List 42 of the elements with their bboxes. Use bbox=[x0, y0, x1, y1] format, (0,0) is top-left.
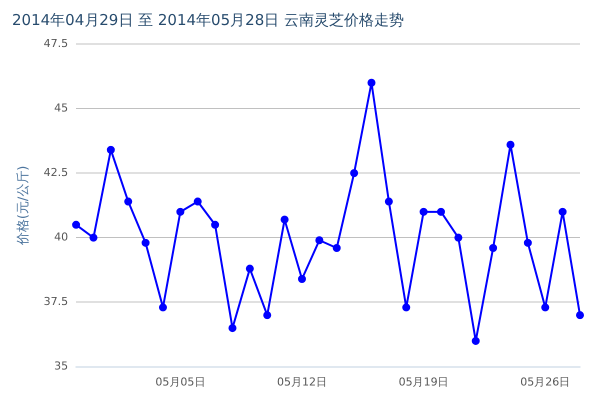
point bbox=[524, 238, 532, 247]
point bbox=[506, 140, 514, 149]
point bbox=[158, 303, 167, 312]
y-tick-label: 45 bbox=[54, 101, 68, 114]
point bbox=[246, 264, 254, 273]
point bbox=[72, 220, 80, 229]
chart-title: 2014年04月29日 至 2014年05月28日 云南灵芝价格走势 bbox=[12, 10, 404, 29]
point bbox=[472, 336, 480, 345]
y-tick-label: 35 bbox=[54, 360, 68, 373]
point bbox=[263, 311, 272, 320]
point bbox=[332, 244, 341, 252]
x-tick-label: 05月19日 bbox=[398, 375, 449, 388]
y-axis-title: 价格(元/公斤) bbox=[16, 166, 32, 246]
point bbox=[298, 275, 306, 283]
point bbox=[106, 146, 115, 154]
point bbox=[384, 198, 393, 206]
point bbox=[350, 169, 358, 178]
x-tick-label: 05月12日 bbox=[276, 375, 327, 388]
y-tick-label: 42.5 bbox=[44, 166, 68, 179]
point bbox=[558, 208, 567, 216]
point bbox=[367, 78, 376, 87]
point bbox=[576, 311, 584, 320]
point bbox=[436, 208, 445, 216]
point bbox=[176, 208, 184, 216]
x-tick-label: 05月05日 bbox=[155, 375, 206, 388]
point bbox=[211, 220, 220, 229]
point bbox=[402, 303, 410, 312]
point bbox=[454, 234, 462, 242]
point bbox=[124, 198, 132, 206]
point bbox=[541, 303, 550, 312]
y-tick-label: 47.5 bbox=[44, 36, 68, 50]
x-tick-label: 05月26日 bbox=[520, 375, 570, 388]
point bbox=[142, 238, 150, 247]
point bbox=[194, 198, 202, 206]
y-tick-label: 40 bbox=[54, 230, 68, 244]
point bbox=[228, 324, 236, 332]
point bbox=[420, 208, 428, 216]
point bbox=[89, 234, 98, 242]
point bbox=[280, 216, 289, 224]
point bbox=[489, 244, 498, 252]
y-tick-label: 37.5 bbox=[44, 295, 68, 308]
point bbox=[315, 236, 324, 244]
